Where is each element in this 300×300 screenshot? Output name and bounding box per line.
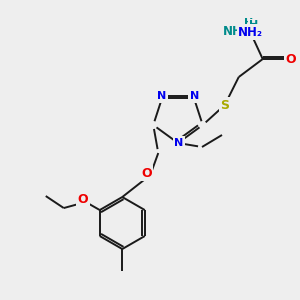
Text: N: N (190, 91, 199, 101)
Text: N: N (174, 138, 184, 148)
Text: H: H (249, 20, 258, 30)
Text: O: O (77, 193, 88, 206)
Text: N: N (157, 91, 166, 101)
Text: NH₂: NH₂ (238, 26, 263, 38)
Text: O: O (141, 167, 152, 179)
Text: O: O (285, 52, 296, 65)
Text: H: H (244, 18, 254, 28)
Text: NH: NH (223, 25, 243, 38)
Text: S: S (220, 98, 229, 112)
